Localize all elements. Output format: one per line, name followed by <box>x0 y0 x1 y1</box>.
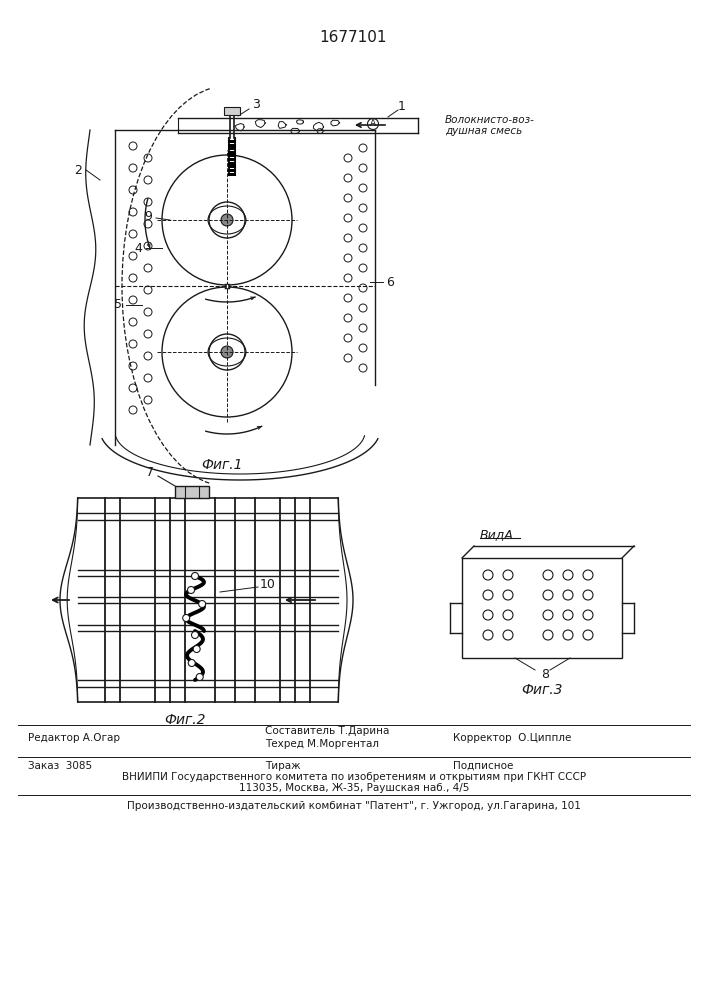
Text: 7: 7 <box>146 466 154 479</box>
Text: Редактор А.Огар: Редактор А.Огар <box>28 733 120 743</box>
Text: 4: 4 <box>134 241 142 254</box>
Bar <box>228 151 236 154</box>
Bar <box>228 158 236 161</box>
Bar <box>228 144 236 147</box>
Text: 9: 9 <box>144 210 152 223</box>
Text: 6: 6 <box>386 275 394 288</box>
Text: Фиг.1: Фиг.1 <box>201 458 243 472</box>
Text: 8: 8 <box>541 668 549 682</box>
Bar <box>228 165 236 168</box>
Bar <box>228 169 236 172</box>
Circle shape <box>197 674 203 680</box>
Bar <box>228 173 236 176</box>
Circle shape <box>221 346 233 358</box>
Bar <box>224 107 240 115</box>
Text: 2: 2 <box>74 163 82 176</box>
Text: Составитель Т.Дарина: Составитель Т.Дарина <box>265 726 390 736</box>
Text: Тираж: Тираж <box>265 761 300 771</box>
Circle shape <box>187 586 194 593</box>
Bar <box>462 558 622 658</box>
Text: Техред М.Моргентал: Техред М.Моргентал <box>265 739 379 749</box>
Text: ВНИИПИ Государственного комитета по изобретениям и открытиям при ГКНТ СССР: ВНИИПИ Государственного комитета по изоб… <box>122 772 586 782</box>
Circle shape <box>182 614 189 621</box>
Text: А: А <box>370 119 376 128</box>
Text: Подписное: Подписное <box>453 761 513 771</box>
Circle shape <box>192 572 199 580</box>
Circle shape <box>188 660 195 666</box>
Text: Заказ  3085: Заказ 3085 <box>28 761 92 771</box>
Bar <box>228 147 236 150</box>
Circle shape <box>192 632 199 639</box>
Text: Волокнисто-воз-: Волокнисто-воз- <box>445 115 535 125</box>
Text: 10: 10 <box>260 578 276 591</box>
Text: 1677101: 1677101 <box>320 29 387 44</box>
Text: душная смесь: душная смесь <box>445 126 522 136</box>
Bar <box>228 154 236 157</box>
Text: ВидА: ВидА <box>480 528 514 542</box>
Text: 1: 1 <box>398 101 406 113</box>
Circle shape <box>221 214 233 226</box>
Text: Производственно-издательский комбинат "Патент", г. Ужгород, ул.Гагарина, 101: Производственно-издательский комбинат "П… <box>127 801 581 811</box>
Bar <box>228 162 236 165</box>
Text: 3: 3 <box>252 99 260 111</box>
Text: Фиг.3: Фиг.3 <box>521 683 563 697</box>
Text: Фиг.2: Фиг.2 <box>164 713 206 727</box>
Bar <box>175 486 209 498</box>
Circle shape <box>199 600 206 607</box>
Text: 113035, Москва, Ж-35, Раушская наб., 4/5: 113035, Москва, Ж-35, Раушская наб., 4/5 <box>239 783 469 793</box>
Text: 5: 5 <box>114 298 122 312</box>
Bar <box>228 140 236 143</box>
Circle shape <box>193 646 200 652</box>
Text: Корректор  О.Циппле: Корректор О.Циппле <box>453 733 571 743</box>
